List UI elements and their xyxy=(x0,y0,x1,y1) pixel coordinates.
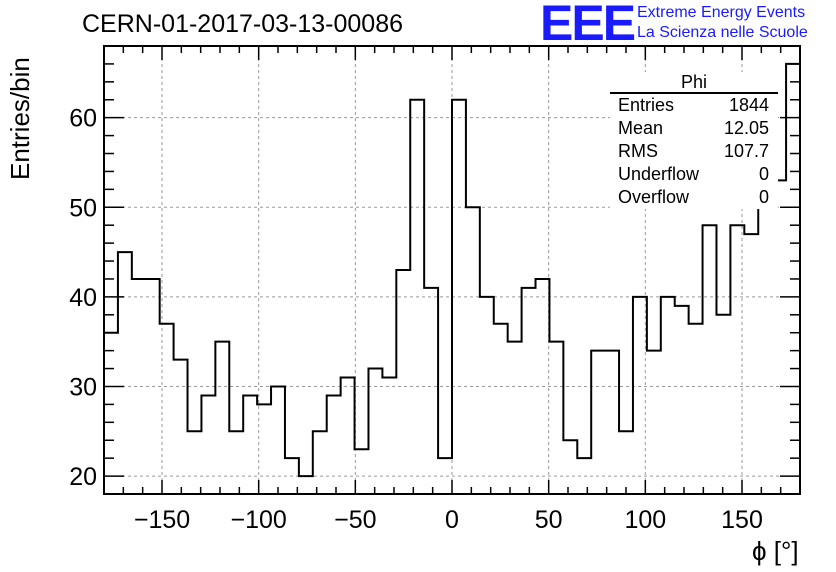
chart-title: CERN-01-2017-03-13-00086 xyxy=(82,10,404,38)
y-tick-label: 20 xyxy=(69,463,97,491)
x-tick-label: −150 xyxy=(134,506,190,534)
y-tick-label: 40 xyxy=(69,284,97,312)
stat-label: Mean xyxy=(618,118,664,138)
y-tick-label: 60 xyxy=(69,105,97,133)
stat-value: 12.05 xyxy=(723,118,769,138)
y-axis-label: Entries/bin xyxy=(5,57,35,180)
stats-box: Phi Entries 1844 Mean 12.05 RMS 107.7 Un… xyxy=(610,72,778,209)
x-tick-label: −100 xyxy=(231,506,287,534)
logo-caption: Extreme Energy Events La Scienza nelle S… xyxy=(637,3,808,43)
stat-value: 0 xyxy=(758,187,769,207)
stat-row-underflow: Underflow 0 xyxy=(610,163,778,186)
stat-row-entries: Entries 1844 xyxy=(610,94,778,117)
histogram-outline xyxy=(104,62,800,478)
stat-value: 1844 xyxy=(728,95,769,115)
y-tick-labels: 20 30 40 50 60 xyxy=(69,105,97,491)
x-tick-label: 100 xyxy=(624,506,666,534)
stat-value: 107.7 xyxy=(723,141,769,161)
x-axis-label: ϕ [°] xyxy=(752,536,799,566)
logo-caption-line1: Extreme Energy Events xyxy=(637,4,806,21)
x-tick-label: 150 xyxy=(721,506,763,534)
stat-row-rms: RMS 107.7 xyxy=(610,140,778,163)
stat-label: Overflow xyxy=(618,187,690,207)
x-tick-label: −50 xyxy=(334,506,376,534)
stat-label: RMS xyxy=(618,141,658,161)
x-tick-label: 0 xyxy=(445,506,459,534)
stat-label: Underflow xyxy=(618,164,700,184)
y-tick-label: 30 xyxy=(69,373,97,401)
stat-label: Entries xyxy=(618,95,675,115)
y-tick-label: 50 xyxy=(69,194,97,222)
stat-row-overflow: Overflow 0 xyxy=(610,186,778,209)
stat-value: 0 xyxy=(758,164,769,184)
x-tick-labels: −150 −100 −50 0 50 100 150 xyxy=(134,506,763,534)
stat-row-mean: Mean 12.05 xyxy=(610,117,778,140)
logo-caption-line2: La Scienza nelle Scuole xyxy=(637,24,808,41)
axis-ticks xyxy=(104,46,800,494)
stats-title: Phi xyxy=(610,72,778,94)
eee-logo: EEE xyxy=(540,0,636,51)
x-tick-label: 50 xyxy=(535,506,563,534)
